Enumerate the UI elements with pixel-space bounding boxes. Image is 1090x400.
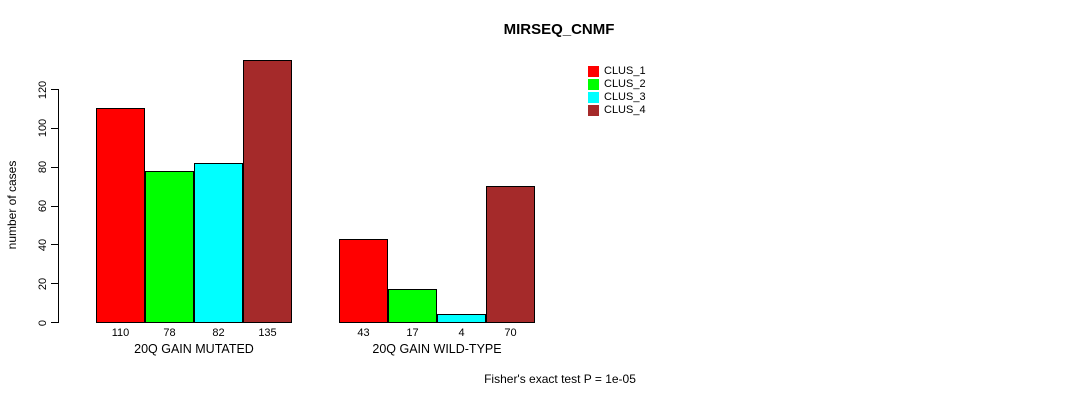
y-axis-tick-label: 80 (37, 161, 49, 174)
bar-value-label: 135 (258, 327, 277, 339)
bar-clus_4-2 (486, 186, 535, 323)
bar-value-label: 78 (163, 327, 176, 339)
y-axis-tick-label: 0 (37, 319, 49, 326)
legend-label: CLUS_3 (604, 91, 646, 103)
legend-item-clus_1: CLUS_1 (588, 65, 646, 78)
bar-clus_3-1 (194, 162, 243, 323)
legend-item-clus_2: CLUS_2 (588, 78, 646, 91)
legend-item-clus_3: CLUS_3 (588, 91, 646, 104)
fisher-test-annotation: Fisher's exact test P = 1e-05 (484, 372, 636, 386)
bar-value-label: 4 (458, 327, 465, 339)
y-axis-tick (51, 322, 58, 323)
legend-label: CLUS_2 (604, 78, 646, 90)
y-axis-tick-label: 20 (37, 277, 49, 290)
bar-value-label: 43 (357, 327, 370, 339)
bar-clus_4-1 (243, 59, 292, 323)
legend-item-clus_4: CLUS_4 (588, 104, 646, 117)
legend-swatch (588, 66, 599, 77)
y-axis-tick-label: 40 (37, 238, 49, 251)
legend-label: CLUS_4 (604, 104, 646, 116)
y-axis-tick (51, 283, 58, 285)
bar-clus_1-2 (339, 238, 388, 323)
legend: CLUS_1 CLUS_2 CLUS_3 CLUS_4 (588, 65, 646, 117)
chart-title: MIRSEQ_CNMF (503, 21, 615, 38)
bar-value-label: 110 (111, 327, 130, 339)
y-axis-tick (51, 244, 58, 246)
bar-clus_2-2 (388, 288, 437, 323)
legend-swatch (588, 105, 599, 116)
legend-label: CLUS_1 (604, 65, 646, 77)
bar-clus_1-1 (96, 108, 145, 323)
y-axis-tick-label: 60 (37, 199, 49, 213)
bar-value-label: 82 (212, 327, 225, 339)
bar-value-label: 17 (406, 327, 419, 339)
y-axis-tick-label: 100 (37, 119, 49, 138)
y-axis-line (58, 89, 59, 323)
y-axis-label: number of cases (5, 160, 19, 250)
x-axis-category-label: 20Q GAIN WILD-TYPE (372, 342, 502, 356)
y-axis-tick (51, 127, 58, 129)
y-axis-tick (51, 89, 58, 90)
x-axis-category-label: 20Q GAIN MUTATED (134, 342, 254, 356)
y-axis-tick-label: 120 (37, 80, 49, 99)
bar-clus_3-2 (437, 314, 486, 323)
y-axis-tick (51, 166, 58, 168)
bar-value-label: 70 (504, 327, 517, 339)
legend-swatch (588, 79, 599, 90)
legend-swatch (588, 92, 599, 103)
y-axis-tick (51, 205, 58, 207)
bar-clus_2-1 (145, 170, 194, 323)
